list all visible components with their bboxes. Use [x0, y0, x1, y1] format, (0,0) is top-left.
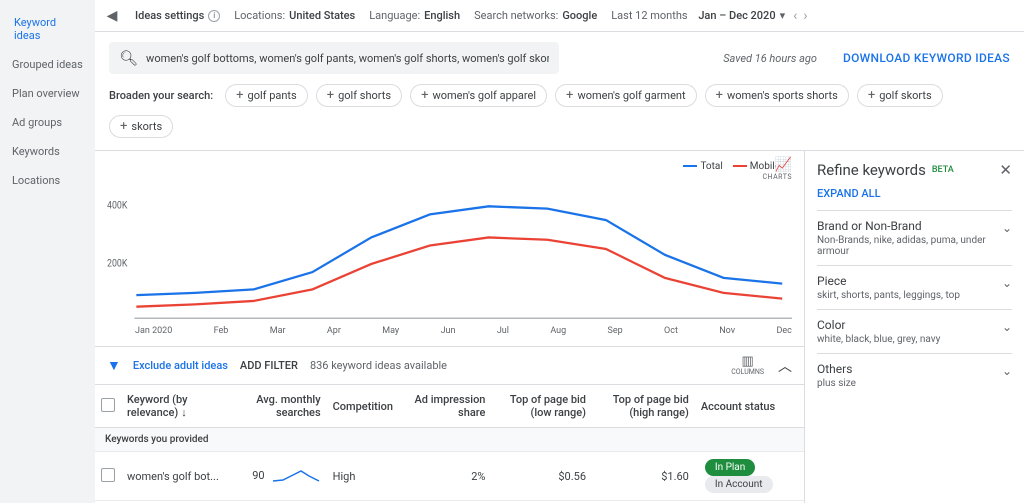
legend-swatch: [733, 165, 747, 167]
refine-group-sub: skirt, shorts, pants, leggings, top: [817, 290, 1012, 301]
collapse-sidebar-icon[interactable]: ◀: [103, 7, 121, 25]
keywords-table: Keyword (by relevance)↓ Avg. monthly sea…: [95, 385, 804, 503]
cell-searches: 90: [228, 452, 327, 501]
language-setting[interactable]: Language: English: [369, 9, 460, 22]
col-low-bid[interactable]: Top of page bid (low range): [491, 385, 592, 428]
refine-group[interactable]: Color white, black, blue, grey, navy⌄: [817, 309, 1012, 353]
info-icon[interactable]: i: [208, 10, 220, 22]
date-prev-icon[interactable]: ‹: [793, 8, 797, 24]
refine-group-title: Brand or Non-Brand: [817, 219, 1012, 233]
chart-icon: 📈: [763, 157, 793, 173]
settings-bar: ◀ Ideas settingsi Locations: United Stat…: [95, 0, 1024, 32]
col-status[interactable]: Account status: [695, 385, 804, 428]
networks-setting[interactable]: Search networks: Google: [474, 9, 597, 22]
ideas-settings[interactable]: Ideas settingsi: [135, 9, 220, 22]
close-refine-icon[interactable]: ✕: [999, 161, 1012, 179]
sort-arrow-icon: ↓: [181, 406, 187, 419]
search-icon: 🔍︎: [119, 49, 138, 67]
col-impression[interactable]: Ad impression share: [399, 385, 491, 428]
filter-icon[interactable]: ▼: [107, 357, 121, 374]
provided-keywords-header: Keywords you provided: [95, 428, 804, 452]
refine-group[interactable]: Brand or Non-Brand Non-Brands, nike, adid…: [817, 210, 1012, 265]
chevron-down-icon: ⌄: [1002, 320, 1012, 334]
in-plan-pill[interactable]: In Plan: [705, 459, 755, 476]
legend-total: Total: [683, 161, 722, 172]
search-query: women's golf bottoms, women's golf pants…: [146, 52, 549, 65]
broaden-chip[interactable]: +women's sports shorts: [705, 84, 849, 107]
columns-button[interactable]: ▥COLUMNS: [731, 355, 764, 376]
row-checkbox[interactable]: [101, 468, 115, 482]
broaden-chip[interactable]: +golf shorts: [316, 84, 402, 107]
chevron-down-icon: ⌄: [1002, 221, 1012, 235]
chart-x-axis: Jan 2020FebMarAprMayJunJulAugSepOctNovDe…: [107, 324, 792, 342]
col-keyword[interactable]: Keyword (by relevance)↓: [121, 385, 228, 428]
sidebar-item-plan-overview[interactable]: Plan overview: [0, 79, 95, 108]
broaden-chip[interactable]: +skorts: [109, 115, 173, 138]
ideas-count: 836 keyword ideas available: [310, 359, 447, 372]
locations-setting[interactable]: Locations: United States: [234, 9, 355, 22]
sidebar-item-grouped-ideas[interactable]: Grouped ideas: [0, 50, 95, 79]
chart-type-button[interactable]: 📈 CHARTS: [763, 157, 793, 181]
sidebar-item-ad-groups[interactable]: Ad groups: [0, 108, 95, 137]
refine-group[interactable]: Piece skirt, shorts, pants, leggings, top…: [817, 265, 1012, 309]
expand-all-button[interactable]: EXPAND ALL: [817, 187, 1012, 200]
broaden-chip[interactable]: +women's golf garment: [555, 84, 697, 107]
broaden-chip[interactable]: +women's golf apparel: [410, 84, 547, 107]
cell-low-bid: $0.56: [491, 452, 592, 501]
select-all-checkbox[interactable]: [101, 398, 115, 412]
download-keyword-ideas-button[interactable]: DOWNLOAD KEYWORD IDEAS: [843, 51, 1010, 65]
legend-swatch: [683, 165, 697, 167]
refine-group-sub: white, black, blue, grey, navy: [817, 334, 1012, 345]
chevron-down-icon: ⌄: [1002, 276, 1012, 290]
refine-group-title: Others: [817, 362, 1012, 376]
plus-icon: +: [566, 89, 573, 102]
trend-chart: 400K 200K: [107, 174, 792, 324]
refine-panel: Refine keywords BETA ✕ EXPAND ALL Brand …: [804, 151, 1024, 503]
sidebar-item-locations[interactable]: Locations: [0, 166, 95, 195]
broaden-chip[interactable]: +golf skorts: [857, 84, 943, 107]
sidebar-item-keywords[interactable]: Keywords: [0, 137, 95, 166]
date-range-setting[interactable]: Last 12 months Jan – Dec 2020 ▾ ‹›: [611, 8, 807, 24]
cell-keyword[interactable]: women's golf bot...: [121, 452, 228, 501]
plus-icon: +: [716, 89, 723, 102]
refine-group[interactable]: Others plus size⌄: [817, 353, 1012, 397]
cell-status: In PlanIn Account: [695, 452, 804, 501]
sidebar-item-keyword-ideas[interactable]: Keyword ideas: [0, 8, 95, 50]
chevron-down-icon: ⌄: [1002, 364, 1012, 378]
plus-icon: +: [120, 120, 127, 133]
date-next-icon[interactable]: ›: [803, 8, 807, 24]
broaden-label: Broaden your search:: [109, 89, 213, 102]
svg-text:200K: 200K: [107, 258, 128, 270]
collapse-chart-icon[interactable]: ︿: [778, 356, 792, 376]
add-filter-button[interactable]: ADD FILTER: [240, 359, 298, 372]
in-account-pill[interactable]: In Account: [705, 476, 773, 493]
cell-high-bid: $1.60: [592, 452, 695, 501]
cell-impression: 2%: [399, 452, 491, 501]
plus-icon: +: [868, 89, 875, 102]
sidebar: Keyword ideas Grouped ideas Plan overvie…: [0, 0, 95, 503]
refine-group-title: Color: [817, 318, 1012, 332]
col-high-bid[interactable]: Top of page bid (high range): [592, 385, 695, 428]
refine-group-sub: Non-Brands, nike, adidas, puma, under ar…: [817, 235, 1012, 257]
refine-group-sub: plus size: [817, 378, 1012, 389]
plus-icon: +: [236, 89, 243, 102]
saved-status: Saved 16 hours ago: [723, 52, 817, 65]
exclude-adult-button[interactable]: Exclude adult ideas: [133, 359, 228, 372]
svg-text:400K: 400K: [107, 200, 128, 212]
sparkline: [271, 467, 321, 485]
beta-badge: BETA: [932, 165, 954, 175]
col-competition[interactable]: Competition: [327, 385, 399, 428]
columns-icon: ▥: [731, 355, 764, 368]
refine-group-title: Piece: [817, 274, 1012, 288]
plus-icon: +: [421, 89, 428, 102]
cell-competition: High: [327, 452, 399, 501]
broaden-chip[interactable]: +golf pants: [225, 84, 308, 107]
plus-icon: +: [327, 89, 334, 102]
table-row: women's golf bot...90High2%$0.56$1.60In …: [95, 452, 804, 501]
refine-title: Refine keywords: [817, 161, 926, 179]
search-box[interactable]: 🔍︎ women's golf bottoms, women's golf pa…: [109, 42, 559, 74]
col-searches[interactable]: Avg. monthly searches: [228, 385, 327, 428]
